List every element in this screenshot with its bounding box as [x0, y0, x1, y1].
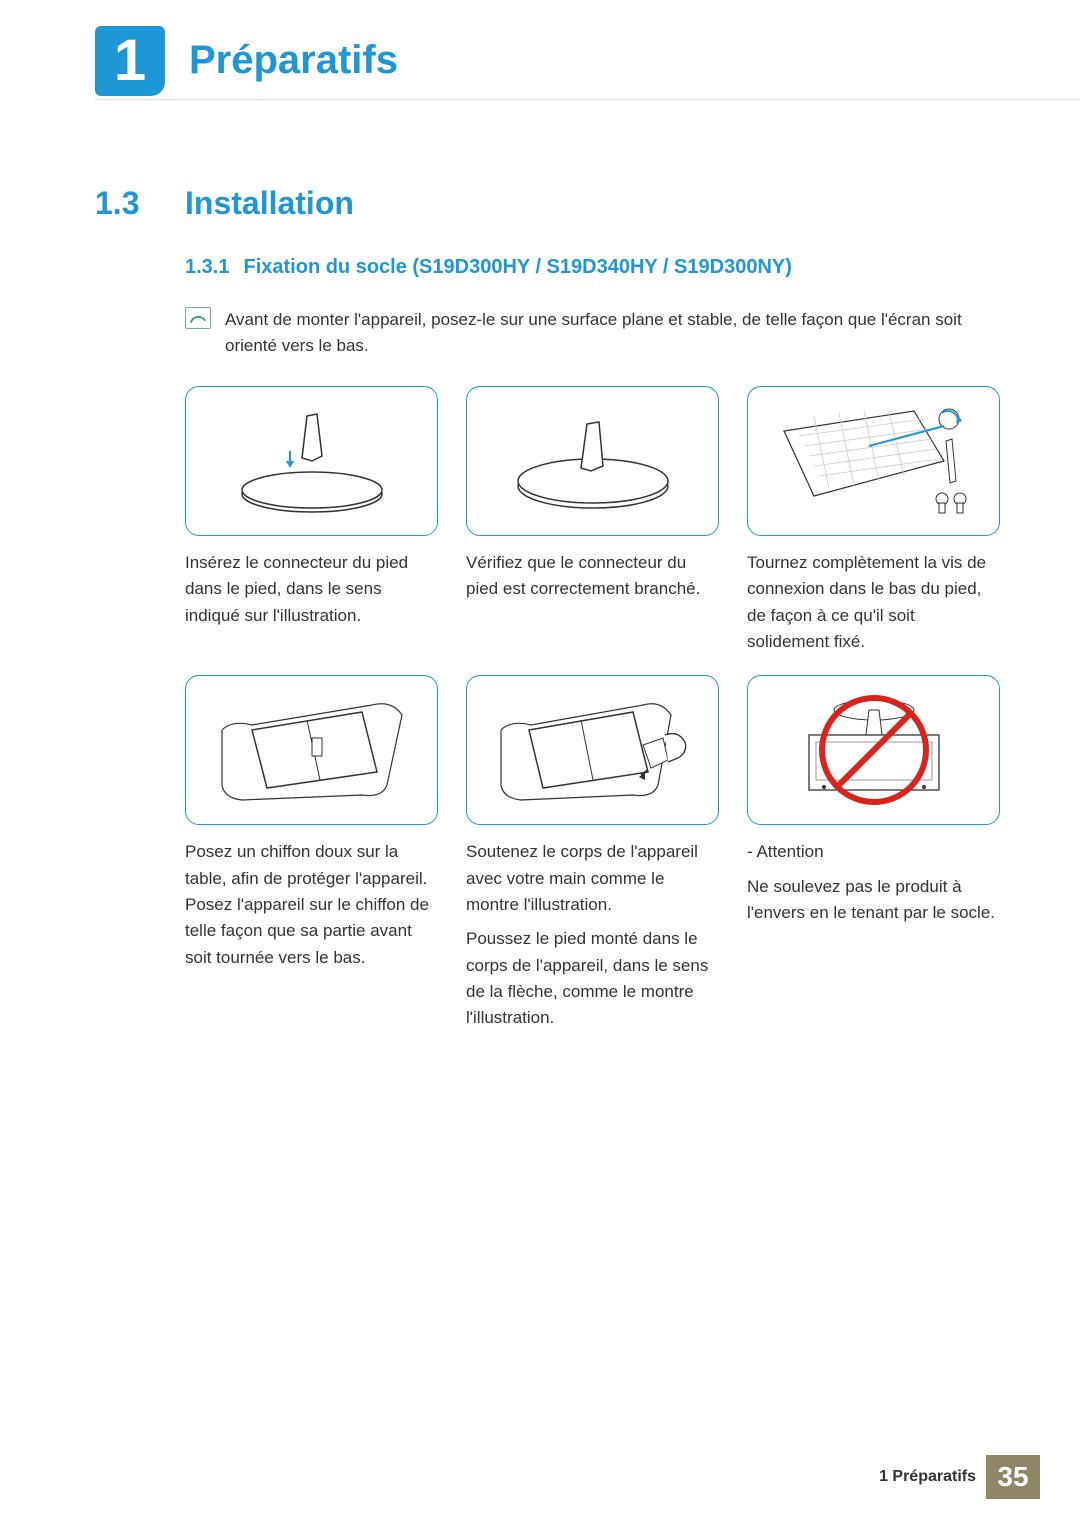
step-caption: Vérifiez que le connecteur du pied est c… — [466, 550, 719, 603]
step-cell: Vérifiez que le connecteur du pied est c… — [466, 386, 719, 655]
illustration-stand-screw — [747, 386, 1000, 536]
section-number: 1.3 — [95, 185, 185, 222]
chapter-title: Préparatifs — [189, 38, 398, 83]
step-caption-line: Ne soulevez pas le produit à l'envers en… — [747, 874, 1000, 927]
step-caption: Posez un chiffon doux sur la table, afin… — [185, 839, 438, 971]
step-cell: Tournez complètement la vis de connexion… — [747, 386, 1000, 655]
illustration-stand-insert — [185, 386, 438, 536]
subsection-heading: 1.3.1 Fixation du socle (S19D300HY / S19… — [185, 256, 1000, 279]
section-heading: 1.3 Installation — [95, 185, 1000, 222]
footer-chapter-label: 1 Préparatifs — [879, 1468, 976, 1486]
step-cell: - Attention Ne soulevez pas le produit à… — [747, 675, 1000, 1039]
step-caption: - Attention Ne soulevez pas le produit à… — [747, 839, 1000, 934]
step-cell: Posez un chiffon doux sur la table, afin… — [185, 675, 438, 1039]
step-caption-line: Poussez le pied monté dans le corps de l… — [466, 926, 719, 1031]
step-caption-line: Soutenez le corps de l'appareil avec vot… — [466, 839, 719, 918]
step-cell: Insérez le connecteur du pied dans le pi… — [185, 386, 438, 655]
illustration-warning-nolift — [747, 675, 1000, 825]
page-content: 1.3 Installation 1.3.1 Fixation du socle… — [95, 185, 1000, 1040]
step-caption-line: - Attention — [747, 839, 1000, 865]
step-caption: Tournez complètement la vis de connexion… — [747, 550, 1000, 655]
subsection-number: 1.3.1 — [185, 256, 229, 279]
page-footer: 1 Préparatifs 35 — [879, 1455, 1040, 1499]
illustration-cloth-monitor — [185, 675, 438, 825]
section-title: Installation — [185, 185, 354, 222]
note-block: Avant de monter l'appareil, posez-le sur… — [185, 307, 1000, 358]
footer-page-number: 35 — [986, 1455, 1040, 1499]
step-caption: Soutenez le corps de l'appareil avec vot… — [466, 839, 719, 1039]
illustration-attach-stand — [466, 675, 719, 825]
note-text: Avant de monter l'appareil, posez-le sur… — [225, 307, 1000, 358]
note-icon — [185, 307, 211, 329]
step-cell: Soutenez le corps de l'appareil avec vot… — [466, 675, 719, 1039]
steps-grid: Insérez le connecteur du pied dans le pi… — [185, 386, 1000, 1040]
chapter-number-badge: 1 — [95, 26, 165, 96]
illustration-stand-check — [466, 386, 719, 536]
subsection-title: Fixation du socle (S19D300HY / S19D340HY… — [243, 256, 791, 279]
step-caption: Insérez le connecteur du pied dans le pi… — [185, 550, 438, 629]
chapter-header: 1 Préparatifs — [95, 30, 1080, 100]
